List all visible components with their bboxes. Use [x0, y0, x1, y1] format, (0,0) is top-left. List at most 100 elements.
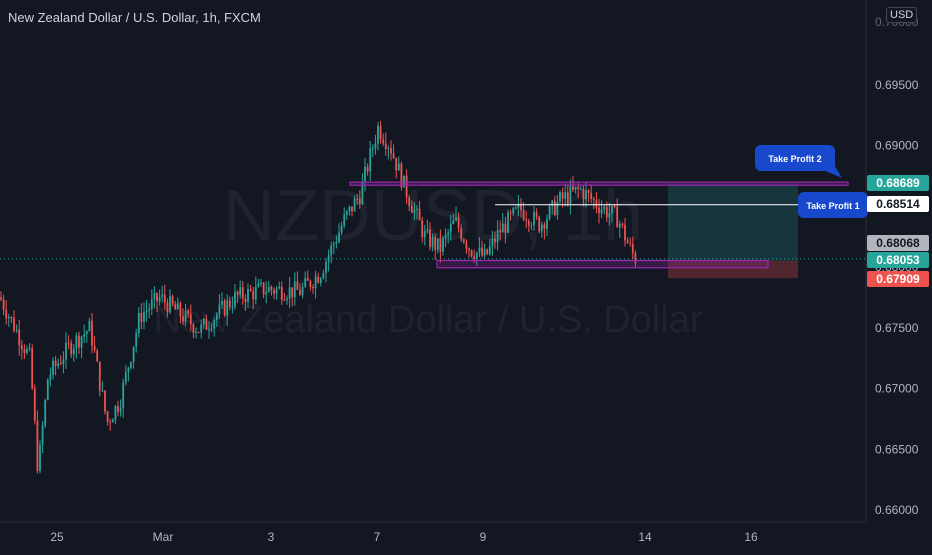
candle-body	[171, 296, 174, 305]
candle-body	[148, 308, 151, 311]
candle-body	[244, 298, 247, 302]
stop-loss-zone[interactable]	[668, 260, 798, 279]
candle-body	[340, 226, 343, 233]
candle-body	[15, 329, 18, 331]
candle-body	[431, 237, 434, 248]
candle-body	[377, 125, 379, 144]
candle-body	[20, 345, 23, 349]
candle-body	[460, 228, 463, 240]
candle-body	[304, 277, 307, 287]
candle-body	[317, 276, 320, 283]
candle-body	[418, 208, 421, 221]
candle-body	[158, 296, 161, 302]
candle-body	[434, 237, 437, 250]
candle-body	[548, 205, 551, 219]
candle-body	[322, 273, 325, 279]
y-tick-label: 0.69500	[875, 78, 919, 92]
support-zone[interactable]	[436, 259, 769, 269]
candle-body	[611, 206, 613, 214]
candle-body	[270, 287, 273, 291]
candle-body	[31, 347, 34, 389]
candle-body	[241, 287, 244, 299]
price-label-take-profit-2	[867, 175, 929, 191]
take-profit-zone[interactable]	[668, 183, 798, 261]
candle-body	[301, 286, 304, 296]
candle-body	[470, 250, 473, 257]
candle-body	[436, 238, 439, 250]
candle-body	[234, 291, 236, 307]
candle-body	[403, 175, 405, 188]
candle-body	[85, 331, 88, 334]
x-tick-label: Mar	[153, 530, 174, 544]
price-label-text: 0.67909	[876, 272, 920, 286]
candle-body	[283, 299, 286, 301]
candle-body	[481, 247, 483, 256]
candle-body	[631, 244, 634, 253]
candle-body	[265, 292, 268, 295]
candle-body	[260, 282, 262, 284]
candle-body	[582, 188, 585, 200]
candle-body	[587, 190, 590, 194]
candle-body	[189, 314, 192, 325]
candle-body	[2, 299, 5, 310]
candle-body	[345, 211, 348, 215]
candle-body	[543, 224, 546, 229]
candle-body	[369, 148, 372, 172]
candle-body	[218, 304, 221, 315]
candle-body	[221, 301, 223, 305]
candle-body	[462, 239, 465, 243]
price-label-entry	[867, 252, 929, 268]
candle-body	[93, 345, 96, 351]
candle-body	[572, 186, 574, 190]
candle-body	[111, 419, 114, 423]
candle-body	[98, 361, 101, 391]
candle-body	[413, 209, 416, 213]
candle-body	[39, 444, 41, 471]
candle-body	[613, 206, 616, 208]
candle-body	[23, 348, 26, 353]
candle-body	[254, 286, 257, 300]
candle-body	[80, 336, 83, 348]
callout-box[interactable]	[798, 192, 868, 218]
candle-body	[395, 157, 398, 171]
candle-body	[13, 317, 15, 331]
candle-body	[507, 212, 509, 233]
candle-body	[468, 248, 470, 251]
candle-body	[338, 232, 340, 243]
candle-body	[626, 240, 629, 244]
candle-body	[286, 298, 288, 300]
x-tick-label: 14	[638, 530, 652, 544]
candle-body	[226, 300, 229, 316]
candle-body	[83, 333, 86, 337]
candle-body	[400, 163, 403, 188]
candle-body	[54, 360, 57, 367]
candle-body	[569, 186, 572, 204]
callout-box[interactable]	[755, 145, 835, 171]
candle-body	[371, 148, 374, 150]
candle-body	[561, 192, 564, 199]
candle-body	[223, 301, 226, 316]
candle-body	[314, 276, 317, 289]
candle-body	[332, 243, 335, 246]
candle-body	[192, 324, 195, 333]
candle-body	[278, 286, 281, 289]
candle-body	[566, 192, 569, 204]
currency-button[interactable]: USD	[886, 7, 918, 23]
candle-body	[592, 198, 595, 200]
resistance-zone[interactable]	[349, 181, 849, 186]
candle-body	[33, 388, 36, 421]
candle-body	[475, 252, 478, 260]
candle-body	[426, 229, 429, 232]
candle-body	[0, 297, 2, 300]
price-label-text: 0.68514	[876, 197, 920, 211]
candle-body	[249, 289, 252, 291]
candle-body	[59, 363, 62, 365]
candle-body	[442, 238, 444, 252]
candle-body	[416, 208, 418, 210]
candle-body	[559, 192, 561, 202]
candle-body	[109, 421, 112, 423]
candle-body	[124, 371, 127, 383]
candle-body	[595, 199, 598, 208]
